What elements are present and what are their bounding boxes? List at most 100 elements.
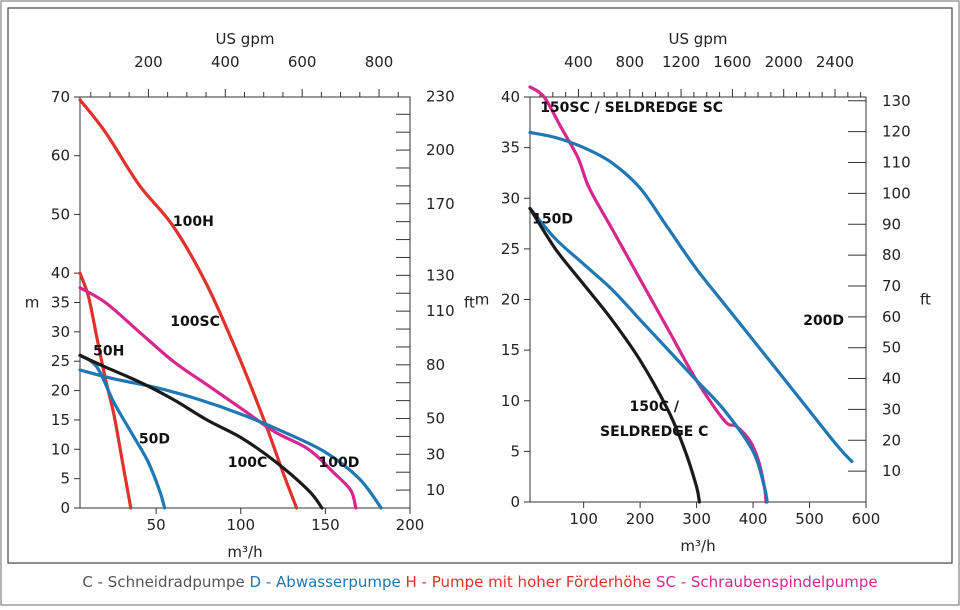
x-axis-title: m³/h (680, 537, 715, 555)
top-tick-label: 200 (134, 53, 163, 71)
right-tick-label: 20 (882, 431, 901, 449)
x-tick-label: 600 (852, 510, 881, 528)
curve-label: 150C / (629, 399, 679, 415)
right-tick-label: 80 (882, 246, 901, 264)
right-tick-label: 130 (882, 92, 911, 110)
right-tick-label: 90 (882, 215, 901, 233)
y-tick-label: 25 (51, 352, 70, 370)
right-tick-label: 60 (882, 308, 901, 326)
series-curve-100sc (78, 286, 358, 510)
curve-label: 100C (228, 455, 268, 471)
top-tick-label: 400 (211, 53, 240, 71)
curve-label: 200D (803, 313, 844, 329)
right-tick-label: 100 (882, 184, 911, 202)
top-tick-label: 2400 (816, 53, 854, 71)
series-curve-200d (528, 130, 854, 464)
curve-label: 150D (532, 212, 573, 228)
right-tick-label: 30 (882, 400, 901, 418)
curve-label: 150SC / SELDREDGE SC (540, 100, 723, 116)
curve-label: 100SC (170, 314, 220, 330)
y-tick-label: 5 (510, 442, 520, 460)
top-axis-title: US gpm (216, 30, 275, 48)
right-tick-label: 80 (426, 356, 445, 374)
chart-border (7, 7, 953, 564)
top-tick-label: 2000 (765, 53, 803, 71)
y-tick-label: 15 (51, 411, 70, 429)
right-tick-label: 30 (426, 445, 445, 463)
y-tick-label: 25 (501, 240, 520, 258)
right-tick-label: 70 (882, 277, 901, 295)
chart-1: 200 400 600 800 US gpm 50 100 150 200 m³/h 0 5 10 15 2… (25, 30, 475, 561)
y-tick-label: 0 (510, 493, 520, 511)
curve-label: 100D (318, 455, 359, 471)
right-tick-label: 10 (426, 481, 445, 499)
top-tick-label: 1600 (713, 53, 751, 71)
y-tick-label: 0 (60, 499, 70, 517)
x-tick-label: 200 (626, 510, 655, 528)
y-tick-label: 40 (51, 264, 70, 282)
y-tick-label: 35 (501, 139, 520, 157)
curve-label: 100H (173, 214, 214, 230)
right-tick-label: 230 (426, 87, 455, 105)
series-curve-100h (78, 98, 299, 510)
legend-item: D - Abwasserpumpe (245, 573, 401, 591)
series-curve-100d (78, 368, 383, 510)
right-tick-label: 200 (426, 141, 455, 159)
curve-label: 50D (139, 431, 170, 447)
top-tick-label: 800 (615, 53, 644, 71)
right-axis-title: ft (920, 291, 931, 309)
right-tick-label: 120 (882, 123, 911, 141)
right-tick-label: 50 (426, 410, 445, 428)
series-curve-150sc-seldredge-sc (528, 85, 768, 504)
x-tick-label: 400 (739, 510, 768, 528)
series-curve-150c-seldredge-c (528, 206, 701, 504)
y-tick-label: 35 (51, 294, 70, 312)
y-tick-label: 15 (501, 341, 520, 359)
y-axis-title: m (475, 291, 490, 309)
x-tick-label: 300 (682, 510, 711, 528)
x-tick-label: 150 (311, 516, 340, 534)
y-tick-label: 70 (51, 88, 70, 106)
right-tick-label: 50 (882, 339, 901, 357)
y-tick-label: 20 (51, 382, 70, 400)
series-curve-150d (528, 206, 769, 504)
x-tick-label: 100 (226, 516, 255, 534)
top-tick-label: 1200 (662, 53, 700, 71)
y-tick-label: 50 (51, 205, 70, 223)
series-curve-50d (78, 353, 167, 510)
y-tick-label: 5 (60, 470, 70, 488)
y-tick-label: 30 (501, 189, 520, 207)
top-tick-label: 800 (365, 53, 394, 71)
top-tick-label: 400 (564, 53, 593, 71)
right-axis-title: ft (464, 294, 475, 312)
y-tick-label: 10 (51, 440, 70, 458)
y-tick-label: 40 (501, 88, 520, 106)
series-curve-100c (78, 353, 324, 510)
legend-item: C - Schneidradpumpe (82, 573, 244, 591)
legend-item: SC - Schraubenspindelpumpe (651, 573, 877, 591)
y-tick-label: 30 (51, 323, 70, 341)
y-axis-title: m (25, 294, 40, 312)
x-tick-label: 500 (795, 510, 824, 528)
x-tick-label: 50 (147, 516, 166, 534)
y-tick-label: 60 (51, 147, 70, 165)
y-tick-label: 10 (501, 392, 520, 410)
top-tick-label: 600 (288, 53, 317, 71)
right-tick-label: 170 (426, 195, 455, 213)
right-tick-label: 110 (426, 302, 455, 320)
legend: C - Schneidradpumpe D - Abwasserpumpe H … (82, 573, 877, 591)
series-curve-50h (78, 271, 133, 510)
top-axis-title: US gpm (669, 30, 728, 48)
curve-label: 50H (93, 343, 124, 359)
curve-label: SELDREDGE C (600, 424, 708, 440)
x-axis-title: m³/h (227, 543, 262, 561)
right-tick-label: 130 (426, 266, 455, 284)
right-tick-label: 110 (882, 154, 911, 172)
legend-item: H - Pumpe mit hoher Förderhöhe (401, 573, 651, 591)
y-tick-label: 20 (501, 291, 520, 309)
